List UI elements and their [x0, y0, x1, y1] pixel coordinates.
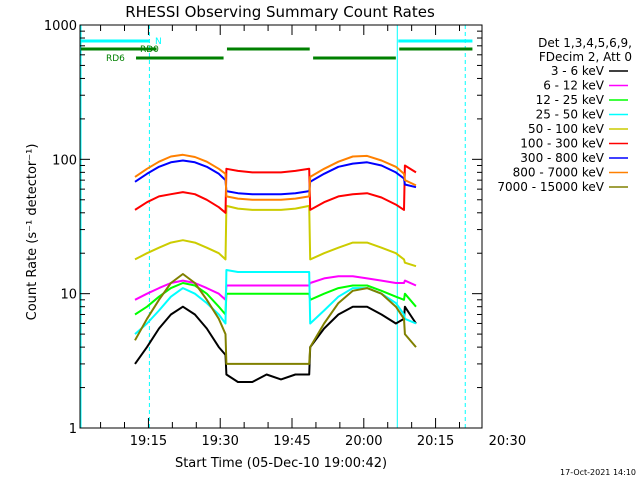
flag-label-rd6: RD6 [106, 54, 125, 64]
series-lines [134, 153, 417, 383]
x-tick-label: 20:30 [489, 434, 526, 449]
legend-label: 300 - 800 keV [520, 151, 604, 165]
x-tick-label: 19:30 [201, 434, 238, 449]
series-line-5 [134, 204, 417, 268]
y-tick-label: 10 [60, 288, 77, 303]
series-line-6 [134, 164, 417, 214]
y-tick-label: 1000 [44, 19, 77, 34]
series-line-8 [134, 153, 417, 201]
legend: Det 1,3,4,5,6,9,FDecim 2, Att 03 - 6 keV… [497, 36, 632, 194]
series-line-2 [134, 275, 417, 301]
legend-label: 12 - 25 keV [536, 93, 605, 107]
legend-label: 7000 - 15000 keV [497, 180, 604, 194]
series-line-1 [134, 305, 417, 383]
legend-label: 25 - 50 keV [536, 108, 605, 122]
flag-label-n: N [155, 37, 162, 47]
x-tick-label: 19:15 [130, 434, 167, 449]
y-tick-label: 1 [69, 422, 77, 437]
series-line-3 [134, 282, 417, 316]
axes: 1 10 100 1000 19:15 19:30 19:45 20:00 20:15 20:30 [44, 19, 526, 449]
plot-area-frame [79, 24, 483, 429]
x-axis-title: Start Time (05-Dec-10 19:00:42) [175, 456, 387, 471]
legend-header-line: FDecim 2, Att 0 [539, 50, 632, 64]
x-tick-label: 20:00 [345, 434, 382, 449]
legend-label: 6 - 12 keV [543, 79, 605, 93]
legend-label: 3 - 6 keV [551, 64, 605, 78]
x-tick-label: 20:15 [417, 434, 454, 449]
generated-timestamp: 17-Oct-2021 14:10 [560, 468, 636, 477]
legend-label: 800 - 7000 keV [513, 166, 605, 180]
chart-title: RHESSI Observing Summary Count Rates [125, 3, 435, 21]
flag-label-rd0: RD0 [140, 45, 159, 55]
y-axis-title: Count Rate (s⁻¹ detector⁻¹) [25, 144, 40, 321]
series-line-7 [134, 159, 417, 196]
y-tick-label: 100 [52, 153, 77, 168]
legend-label: 50 - 100 keV [528, 122, 605, 136]
legend-label: 100 - 300 keV [520, 137, 604, 151]
x-tick-label: 19:45 [273, 434, 310, 449]
legend-header-line: Det 1,3,4,5,6,9, [538, 36, 632, 50]
series-line-9 [134, 273, 417, 365]
